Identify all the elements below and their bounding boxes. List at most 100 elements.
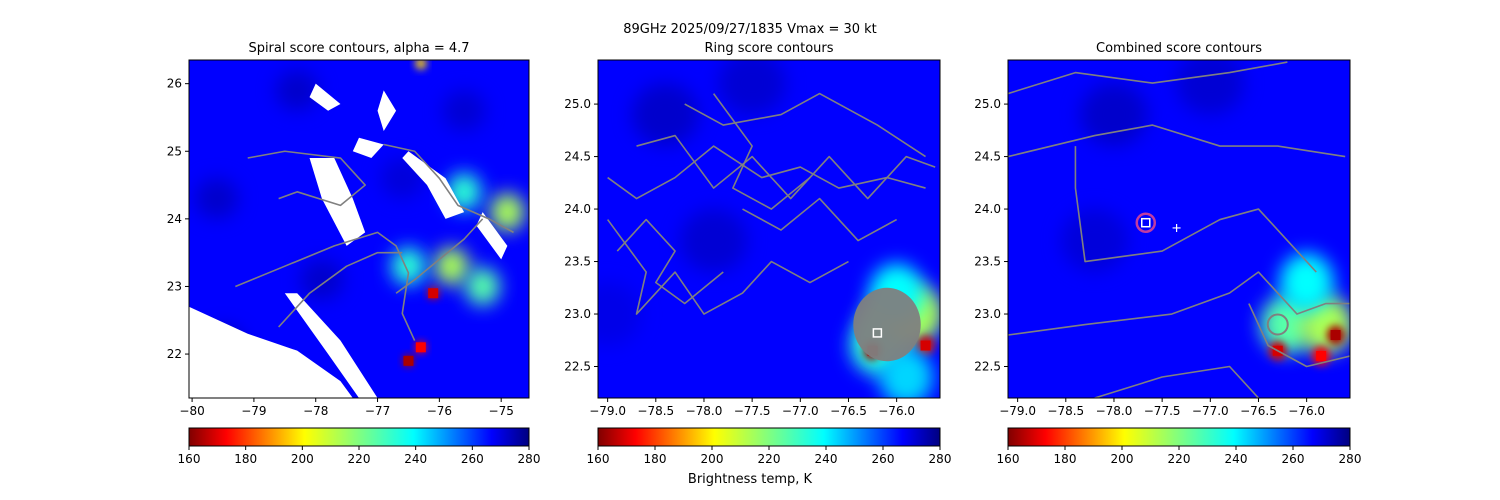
y-tick-label: 22.5 bbox=[974, 360, 1001, 374]
center-square-marker bbox=[1141, 217, 1151, 228]
colorbar-label: Brightness temp, K bbox=[687, 472, 813, 487]
cold-pixel bbox=[920, 340, 931, 351]
cold-pixel bbox=[403, 355, 414, 366]
colorbar-gradient bbox=[597, 427, 941, 447]
nodata-region bbox=[476, 212, 508, 260]
contour-line bbox=[395, 218, 484, 294]
y-tick-label: 25.0 bbox=[564, 97, 591, 111]
contours bbox=[1008, 61, 1350, 398]
warm-patch bbox=[1080, 83, 1148, 147]
cold-pixel bbox=[1316, 351, 1327, 362]
warm-patch bbox=[718, 60, 786, 115]
x-tick-label: −79.0 bbox=[589, 404, 626, 418]
colorbar-tick-label: 200 bbox=[291, 452, 314, 466]
x-tick-label: −79.0 bbox=[999, 404, 1036, 418]
warm-patches bbox=[1060, 60, 1245, 273]
warm-patch bbox=[195, 178, 239, 219]
nodata-region bbox=[402, 151, 465, 219]
x-tick-label: −80 bbox=[179, 404, 204, 418]
contour-line bbox=[1248, 303, 1350, 368]
colorbar-tick-label: 220 bbox=[1168, 452, 1191, 466]
y-tick-label: 24.5 bbox=[974, 150, 1001, 164]
axes-frame bbox=[188, 59, 530, 399]
convective-cell bbox=[1279, 253, 1334, 312]
colorbar-tick-label: 160 bbox=[178, 452, 201, 466]
colorbar-tick-label: 280 bbox=[1339, 452, 1362, 466]
x-tick-label: −77.5 bbox=[1144, 404, 1181, 418]
contour-line bbox=[684, 92, 926, 158]
x-tick-label: −76.5 bbox=[830, 404, 867, 418]
ring-contour bbox=[1266, 313, 1289, 336]
x-tick-label: −78.0 bbox=[1096, 404, 1133, 418]
colorbar-tick-label: 240 bbox=[404, 452, 427, 466]
nodata-region bbox=[309, 83, 341, 111]
panel-title: Combined score contours bbox=[1096, 41, 1262, 56]
x-tick-label: −77.5 bbox=[734, 404, 771, 418]
contour-line bbox=[712, 93, 811, 210]
nodata-region bbox=[284, 293, 378, 398]
convective-cell bbox=[415, 60, 427, 70]
colorbar-tick-label: 180 bbox=[234, 452, 257, 466]
contour-line bbox=[1008, 61, 1288, 95]
y-tick-label: 26 bbox=[167, 77, 182, 91]
convective-cell bbox=[490, 193, 525, 232]
y-tick-label: 23 bbox=[167, 279, 182, 293]
colorbar-tick-label: 240 bbox=[815, 452, 838, 466]
nodata-region bbox=[377, 90, 397, 131]
warm-patch bbox=[442, 90, 486, 131]
contours bbox=[606, 92, 936, 315]
x-tick-label: −77.0 bbox=[1192, 404, 1229, 418]
warm-patch bbox=[679, 209, 748, 273]
y-tick-label: 23.5 bbox=[564, 255, 591, 269]
center-cross-marker bbox=[351, 227, 360, 236]
x-tick-label: −78.5 bbox=[1047, 404, 1084, 418]
colorbar-tick-label: 260 bbox=[872, 452, 895, 466]
y-tick-label: 24.0 bbox=[564, 202, 591, 216]
contour-line bbox=[636, 134, 936, 200]
cold-pixel bbox=[428, 288, 439, 299]
colorbar-tick-label: 200 bbox=[1111, 452, 1134, 466]
panel-2: Ring score contours−79.0 −78.5 −78.0 −77.5−… bbox=[564, 41, 951, 466]
colorbar-tick-label: 260 bbox=[1282, 452, 1305, 466]
colorbar-tick-label: 160 bbox=[997, 452, 1020, 466]
colorbar-gradient bbox=[188, 427, 530, 447]
y-tick-label: 22.5 bbox=[564, 360, 591, 374]
colorbar: 160 180 200 220 240 260 280 bbox=[178, 427, 540, 466]
warm-patch bbox=[1176, 60, 1245, 115]
contours bbox=[235, 143, 514, 341]
warm-patch bbox=[598, 282, 642, 346]
warm-patches bbox=[195, 70, 486, 368]
x-tick-label: −79 bbox=[241, 404, 266, 418]
contour-line bbox=[1008, 124, 1346, 158]
colorbar-tick-label: 280 bbox=[929, 452, 952, 466]
nodata-region bbox=[352, 137, 384, 159]
contour-line bbox=[278, 251, 403, 328]
colorbar: 160 180 200 220 240 260 280 bbox=[997, 427, 1362, 466]
x-tick-label: −77 bbox=[365, 404, 390, 418]
panel-title: Ring score contours bbox=[704, 41, 833, 56]
contour-line bbox=[607, 145, 926, 200]
contour-line bbox=[1094, 365, 1260, 398]
warm-patches bbox=[598, 60, 786, 346]
x-tick-label: −76 bbox=[427, 404, 452, 418]
dense-contour-blob bbox=[853, 287, 921, 362]
contour-line bbox=[616, 218, 724, 305]
combined-center-circle bbox=[1135, 212, 1157, 233]
x-tick-label: −76.0 bbox=[878, 404, 915, 418]
plot-area bbox=[598, 60, 940, 398]
y-tick-label: 25.0 bbox=[974, 97, 1001, 111]
y-tick-label: 24.5 bbox=[564, 150, 591, 164]
warm-patch bbox=[631, 83, 700, 147]
plot-area bbox=[1008, 60, 1350, 398]
y-tick-label: 23.0 bbox=[564, 307, 591, 321]
center-square-marker bbox=[872, 328, 883, 338]
contour-line bbox=[606, 219, 849, 315]
y-tick-label: 22 bbox=[167, 347, 182, 361]
panel-title: Spiral score contours, alpha = 4.7 bbox=[248, 41, 469, 56]
colorbar-tick-label: 160 bbox=[587, 452, 610, 466]
figure-suptitle: 89GHz 2025/09/27/1835 Vmax = 30 kt bbox=[623, 22, 877, 37]
contour-line bbox=[742, 197, 898, 242]
x-tick-label: −76.5 bbox=[1240, 404, 1277, 418]
contour-line bbox=[383, 143, 514, 234]
